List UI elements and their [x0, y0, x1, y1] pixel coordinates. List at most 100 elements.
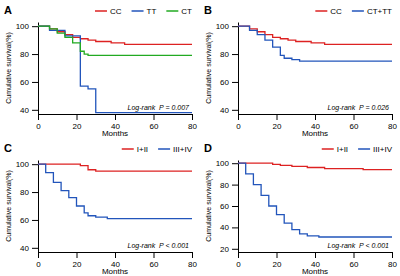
tick-label: 60: [150, 260, 159, 269]
panel: 020406080406080100MonthsCumulative survi…: [4, 4, 197, 138]
y-axis-title: Cumulative survival(%): [5, 170, 13, 242]
panel-label: C: [4, 142, 12, 154]
tick: 100: [216, 22, 238, 31]
tick-mark: [354, 252, 355, 258]
tick-mark: [238, 252, 239, 258]
annotation: Log-rank P < 0.001: [328, 242, 390, 250]
tick-label: 20: [73, 122, 82, 131]
tick: 100: [16, 160, 38, 169]
tick-mark: [32, 248, 38, 249]
panel: 02040608020406080100MonthsCumulative sur…: [204, 142, 397, 276]
figure: 0 20 40 60 80 40 60 80 100 Months Cumulative survi…: [0, 0, 400, 276]
tick: 0: [36, 114, 41, 131]
tick-mark: [115, 114, 116, 120]
tick-mark: [315, 252, 316, 258]
plot-area: [238, 26, 392, 61]
tick-mark: [154, 114, 155, 120]
tick-mark: [32, 192, 38, 193]
tick-label: 20: [220, 245, 229, 254]
tick: 60: [350, 114, 359, 131]
tick-mark: [32, 26, 38, 27]
tick-label: 0: [236, 260, 241, 269]
survival-curve: [38, 26, 192, 55]
tick-label: 80: [220, 50, 229, 59]
tick: 80: [220, 181, 238, 190]
annotation: Log-rank P = 0.026: [328, 104, 390, 112]
axis-line: [38, 161, 39, 253]
tick-mark: [232, 26, 238, 27]
legend-item: I+II: [322, 145, 348, 154]
annotation: Log-rank P < 0.001: [128, 242, 190, 250]
panel: 020406080406080100MonthsCumulative survi…: [4, 142, 197, 276]
tick-mark: [232, 249, 238, 250]
tick-mark: [32, 54, 38, 55]
tick-mark: [115, 252, 116, 258]
legend-label: CC: [110, 7, 122, 16]
tick-mark: [77, 252, 78, 258]
survival-curve: [238, 26, 392, 44]
tick-label: 100: [216, 159, 230, 168]
tick-label: 80: [188, 122, 197, 131]
x-axis-title: Months: [302, 129, 328, 138]
legend-item: TT: [132, 7, 157, 16]
legend-item: III+IV: [158, 145, 193, 154]
axis-line: [238, 161, 239, 253]
tick-mark: [232, 227, 238, 228]
tick-label: 80: [20, 188, 29, 197]
tick-mark: [232, 185, 238, 186]
tick-label: 60: [350, 122, 359, 131]
tick: 0: [236, 114, 241, 131]
legend-label: CT+TT: [367, 7, 392, 16]
tick-mark: [354, 114, 355, 120]
legend-swatch: [358, 148, 370, 150]
legend: I+IIIII+IV: [322, 145, 393, 154]
tick: 80: [188, 252, 197, 269]
survival-curve: [38, 26, 192, 112]
tick-mark: [38, 114, 39, 120]
tick: 40: [20, 106, 38, 115]
tick: 20: [273, 114, 282, 131]
legend-swatch: [122, 148, 134, 150]
y-axis-title: Cumulative survival(%): [205, 32, 213, 104]
tick: 60: [220, 78, 238, 87]
tick-mark: [192, 252, 193, 258]
tick: 20: [273, 252, 282, 269]
tick-label: 40: [20, 106, 29, 115]
tick-mark: [32, 220, 38, 221]
x-axis-title: Months: [102, 267, 128, 276]
tick-label: 100: [16, 160, 30, 169]
legend: I+IIIII+IV: [122, 145, 193, 154]
legend-label: I+II: [337, 145, 348, 154]
tick: 60: [20, 78, 38, 87]
x-axis-title: Months: [102, 129, 128, 138]
tick: 0: [36, 252, 41, 269]
tick-label: 80: [20, 50, 29, 59]
legend-label: III+IV: [173, 145, 193, 154]
legend-swatch: [132, 10, 144, 12]
tick: 60: [150, 114, 159, 131]
tick-mark: [232, 82, 238, 83]
tick-mark: [77, 114, 78, 120]
legend-swatch: [166, 10, 178, 12]
tick: 80: [20, 188, 38, 197]
tick: 100: [216, 159, 238, 168]
tick: 20: [73, 114, 82, 131]
tick: 20: [73, 252, 82, 269]
y-axis: 40 60 80 100: [16, 22, 39, 115]
tick: 80: [220, 50, 238, 59]
tick: 60: [350, 252, 359, 269]
plot-area: [38, 164, 192, 218]
survival-curve: [38, 164, 192, 171]
axis-line: [38, 23, 39, 115]
tick-label: 20: [273, 122, 282, 131]
panel-label: A: [4, 4, 12, 16]
legend-swatch: [352, 10, 364, 12]
tick: 80: [388, 114, 397, 131]
tick-label: 100: [16, 22, 30, 31]
tick-label: 40: [20, 244, 29, 253]
survival-curve: [238, 163, 392, 169]
tick-mark: [32, 110, 38, 111]
tick-mark: [392, 114, 393, 120]
panel: 020406080406080100MonthsCumulative survi…: [204, 4, 397, 138]
tick-label: 80: [220, 181, 229, 190]
